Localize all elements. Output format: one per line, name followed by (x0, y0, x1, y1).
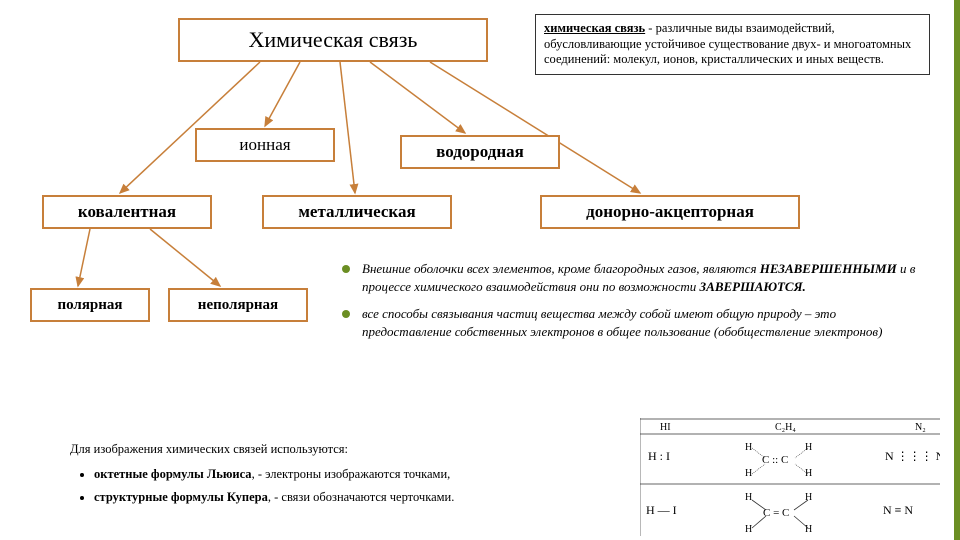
svg-text:HI: HI (660, 422, 671, 433)
node-ionic-label: ионная (235, 133, 294, 157)
svg-text:H: H (745, 468, 752, 479)
svg-text:H: H (805, 524, 812, 535)
title-text: Химическая связь (245, 25, 422, 55)
bullet-2: все способы связывания частиц вещества м… (342, 305, 922, 340)
node-ionic: ионная (195, 128, 335, 162)
chem-svg: HI C₂H₄ N₂ H : I N ⋮⋮⋮ N H H C :: C H H … (640, 418, 940, 536)
title-box: Химическая связь (178, 18, 488, 62)
svg-text:H: H (745, 492, 752, 503)
node-nonpolar: неполярная (168, 288, 308, 322)
bullet-1: Внешние оболочки всех элементов, кроме б… (342, 260, 922, 295)
svg-text:H — I: H — I (646, 503, 677, 517)
svg-text:N ⋮⋮⋮ N: N ⋮⋮⋮ N (885, 449, 940, 463)
chem-diagram: HI C₂H₄ N₂ H : I N ⋮⋮⋮ N H H C :: C H H … (640, 418, 940, 536)
node-donor-label: донорно-акцепторная (582, 200, 758, 224)
bullet-list: Внешние оболочки всех элементов, кроме б… (342, 260, 922, 350)
footer-intro: Для изображения химических связей исполь… (70, 440, 630, 459)
node-covalent: ковалентная (42, 195, 212, 229)
svg-text:N ≡ N: N ≡ N (883, 503, 913, 517)
accent-sidebar (954, 0, 960, 540)
definition-box: химическая связь - различные виды взаимо… (535, 14, 930, 75)
svg-text:H : I: H : I (648, 449, 670, 463)
svg-text:C = C: C = C (763, 507, 789, 519)
svg-text:H: H (805, 468, 812, 479)
svg-text:H: H (805, 442, 812, 453)
svg-text:N₂: N₂ (915, 422, 926, 433)
svg-text:H: H (745, 524, 752, 535)
node-metallic: металлическая (262, 195, 452, 229)
svg-text:C₂H₄: C₂H₄ (775, 422, 796, 433)
node-polar: полярная (30, 288, 150, 322)
footer-item-2: структурные формулы Купера, - связи обоз… (94, 488, 630, 507)
node-covalent-label: ковалентная (74, 200, 180, 224)
footer-block: Для изображения химических связей исполь… (70, 440, 630, 510)
node-hydrogen: водородная (400, 135, 560, 169)
footer-item-1: октетные формулы Льюиса, - электроны изо… (94, 465, 630, 484)
svg-text:H: H (745, 442, 752, 453)
node-nonpolar-label: неполярная (194, 295, 282, 316)
node-donor: донорно-акцепторная (540, 195, 800, 229)
svg-text:C :: C: C :: C (762, 454, 788, 466)
node-hydrogen-label: водородная (432, 140, 528, 164)
definition-term: химическая связь (544, 21, 645, 35)
node-polar-label: полярная (53, 295, 126, 316)
node-metallic-label: металлическая (294, 200, 419, 224)
